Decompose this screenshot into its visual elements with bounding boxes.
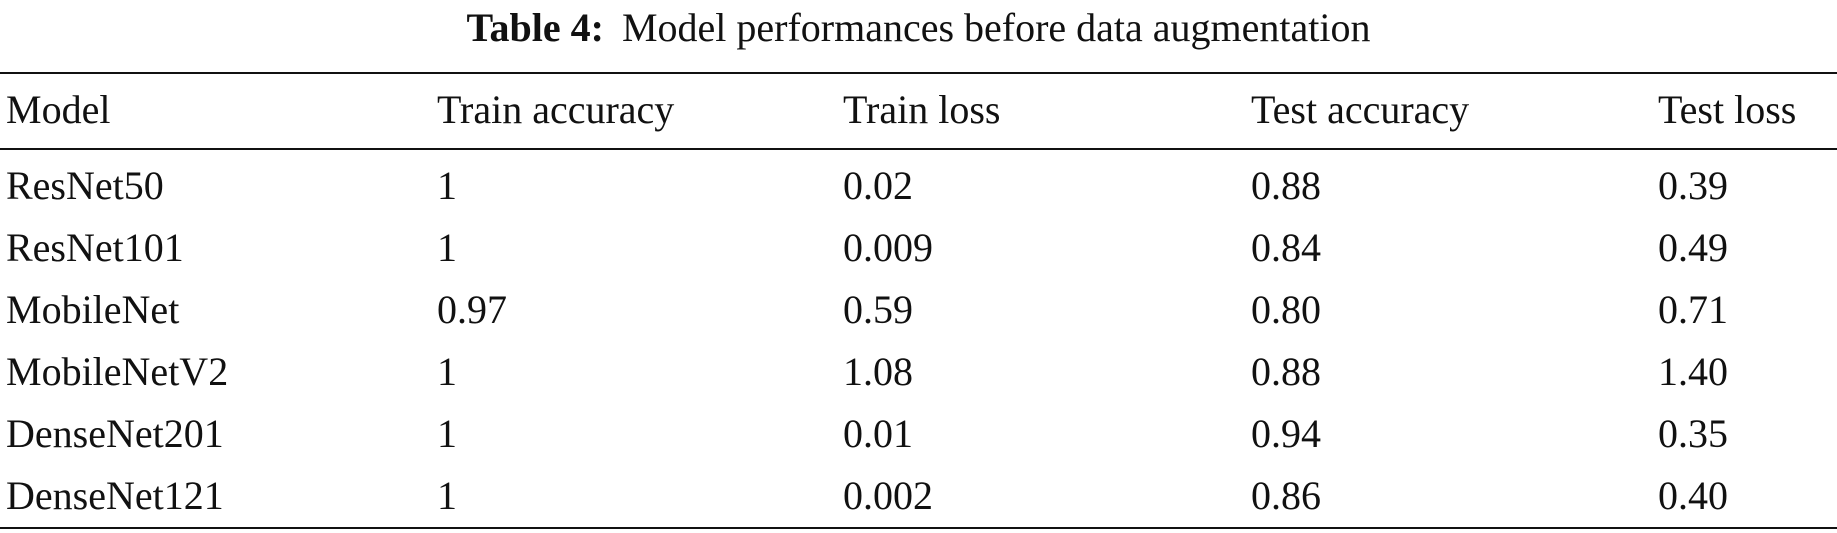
- cell-model: DenseNet121: [6, 473, 224, 518]
- table-row: ResNet50 1 0.02 0.88 0.39: [0, 156, 1837, 216]
- cell-test-accuracy: 0.80: [1251, 287, 1321, 332]
- cell-test-loss: 0.71: [1658, 287, 1728, 332]
- header-train-loss: Train loss: [843, 87, 1001, 132]
- cell-test-loss: 0.39: [1658, 163, 1728, 208]
- cell-model: MobileNet: [6, 287, 180, 332]
- cell-test-loss: 0.40: [1658, 473, 1728, 518]
- header-train-accuracy: Train accuracy: [437, 87, 675, 132]
- header-test-loss: Test loss: [1658, 87, 1797, 132]
- cell-train-accuracy: 0.97: [437, 287, 507, 332]
- cell-train-accuracy: 1: [437, 225, 457, 270]
- table-row: ResNet101 1 0.009 0.84 0.49: [0, 218, 1837, 278]
- header-model: Model: [6, 87, 111, 132]
- table-bottom-rule: [0, 527, 1837, 529]
- table-row: MobileNetV2 1 1.08 0.88 1.40: [0, 342, 1837, 402]
- cell-test-loss: 0.35: [1658, 411, 1728, 456]
- cell-train-accuracy: 1: [437, 349, 457, 394]
- cell-model: MobileNetV2: [6, 349, 229, 394]
- table-header-rule: [0, 148, 1837, 150]
- cell-test-accuracy: 0.88: [1251, 349, 1321, 394]
- cell-test-loss: 0.49: [1658, 225, 1728, 270]
- cell-train-accuracy: 1: [437, 411, 457, 456]
- cell-train-loss: 0.01: [843, 411, 913, 456]
- table-header-row: Model Train accuracy Train loss Test acc…: [0, 80, 1837, 140]
- cell-train-accuracy: 1: [437, 163, 457, 208]
- cell-train-loss: 0.002: [843, 473, 933, 518]
- table-row: MobileNet 0.97 0.59 0.80 0.71: [0, 280, 1837, 340]
- cell-test-accuracy: 0.84: [1251, 225, 1321, 270]
- header-test-accuracy: Test accuracy: [1251, 87, 1470, 132]
- table-caption: Table 4: Model performances before data a…: [0, 0, 1837, 56]
- table-caption-label: Table 4:: [466, 5, 604, 50]
- cell-test-accuracy: 0.94: [1251, 411, 1321, 456]
- table-row: DenseNet201 1 0.01 0.94 0.35: [0, 404, 1837, 464]
- cell-train-loss: 0.009: [843, 225, 933, 270]
- cell-train-loss: 0.02: [843, 163, 913, 208]
- table-row: DenseNet121 1 0.002 0.86 0.40: [0, 466, 1837, 526]
- cell-test-accuracy: 0.86: [1251, 473, 1321, 518]
- table-top-rule: [0, 72, 1837, 74]
- cell-train-accuracy: 1: [437, 473, 457, 518]
- cell-model: ResNet50: [6, 163, 164, 208]
- cell-train-loss: 1.08: [843, 349, 913, 394]
- cell-model: DenseNet201: [6, 411, 224, 456]
- cell-train-loss: 0.59: [843, 287, 913, 332]
- cell-test-loss: 1.40: [1658, 349, 1728, 394]
- cell-model: ResNet101: [6, 225, 184, 270]
- cell-test-accuracy: 0.88: [1251, 163, 1321, 208]
- table-caption-text: Model performances before data augmentat…: [621, 5, 1371, 50]
